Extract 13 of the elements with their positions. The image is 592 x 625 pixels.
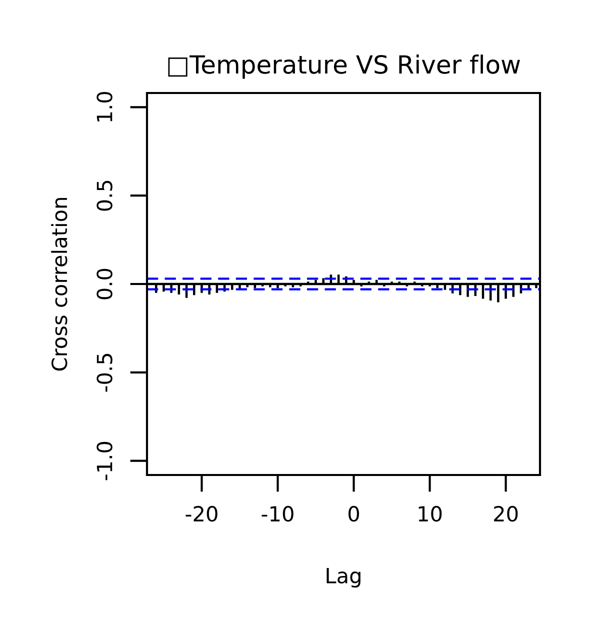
x-tick-label: -10 [262,506,294,522]
y-tick-label: 0.5 [96,180,112,211]
y-tick-label: 1.0 [96,92,112,122]
y-tick-label: -1.0 [96,442,112,480]
y-tick-label: -0.5 [96,354,112,392]
x-tick-label: 10 [418,506,442,522]
y-tick-label: 0.0 [96,268,112,300]
chart-title: □Temperature VS River flow [168,54,520,79]
x-axis-title: Lag [326,568,360,588]
y-axis-title: Cross correlation [51,198,68,371]
x-tick-label: 20 [494,506,518,522]
x-tick-label: -20 [186,506,218,522]
x-tick-label: 0 [348,506,360,522]
